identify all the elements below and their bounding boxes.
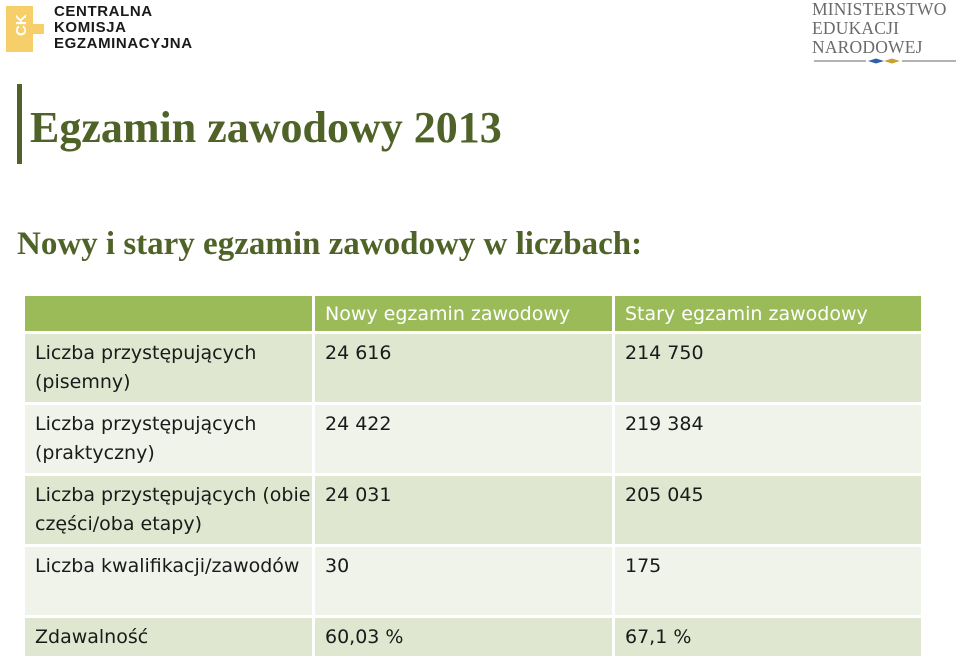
cke-logo-line: KOMISJA bbox=[54, 19, 127, 36]
table-row: Liczba przystępujących (obie części/oba … bbox=[25, 476, 921, 547]
new-exam-cell: 30 bbox=[315, 547, 615, 618]
title-accent-bar bbox=[17, 84, 22, 164]
men-logo-line: NARODOWEJ bbox=[812, 37, 923, 57]
old-exam-cell: 214 750 bbox=[615, 334, 921, 405]
page-title: Egzamin zawodowy 2013 bbox=[30, 103, 502, 152]
new-exam-cell: 24 031 bbox=[315, 476, 615, 547]
table-header-cell bbox=[25, 296, 315, 334]
cke-logo-icon: CK bbox=[6, 6, 44, 52]
old-exam-cell: 219 384 bbox=[615, 405, 921, 476]
men-logo-pen-icon bbox=[814, 58, 956, 64]
new-exam-cell: 24 422 bbox=[315, 405, 615, 476]
row-label-cell: Liczba przystępujących (praktyczny) bbox=[25, 405, 315, 476]
cke-logo: CK CENTRALNA KOMISJA EGZAMINACYJNA bbox=[6, 4, 206, 56]
table-row: Liczba przystępujących (praktyczny) 24 4… bbox=[25, 405, 921, 476]
new-exam-cell: 24 616 bbox=[315, 334, 615, 405]
row-label-cell: Liczba przystępujących (pisemny) bbox=[25, 334, 315, 405]
row-label-cell: Liczba przystępujących (obie części/oba … bbox=[25, 476, 315, 547]
cke-logo-text: CENTRALNA KOMISJA EGZAMINACYJNA bbox=[54, 4, 193, 52]
men-logo: MINISTERSTWO EDUKACJI NARODOWEJ bbox=[812, 0, 958, 66]
men-logo-text: MINISTERSTWO EDUKACJI NARODOWEJ bbox=[812, 0, 958, 57]
page-subtitle: Nowy i stary egzamin zawodowy w liczbach… bbox=[17, 226, 643, 262]
table-row: Liczba kwalifikacji/zawodów 30 175 bbox=[25, 547, 921, 618]
row-label-cell: Liczba kwalifikacji/zawodów bbox=[25, 547, 315, 618]
cke-mark-text: CK bbox=[13, 14, 30, 36]
old-exam-cell: 205 045 bbox=[615, 476, 921, 547]
cke-logo-line: EGZAMINACYJNA bbox=[54, 35, 193, 52]
men-logo-line: EDUKACJI bbox=[812, 18, 900, 38]
cke-logo-line: CENTRALNA bbox=[54, 3, 153, 20]
old-exam-cell: 175 bbox=[615, 547, 921, 618]
stats-table: Nowy egzamin zawodowy Stary egzamin zawo… bbox=[25, 296, 921, 659]
table-header-row: Nowy egzamin zawodowy Stary egzamin zawo… bbox=[25, 296, 921, 334]
table-row: Liczba przystępujących (pisemny) 24 616 … bbox=[25, 334, 921, 405]
table-header-cell: Nowy egzamin zawodowy bbox=[315, 296, 615, 334]
table-header-cell: Stary egzamin zawodowy bbox=[615, 296, 921, 334]
men-logo-line: MINISTERSTWO bbox=[812, 0, 947, 19]
